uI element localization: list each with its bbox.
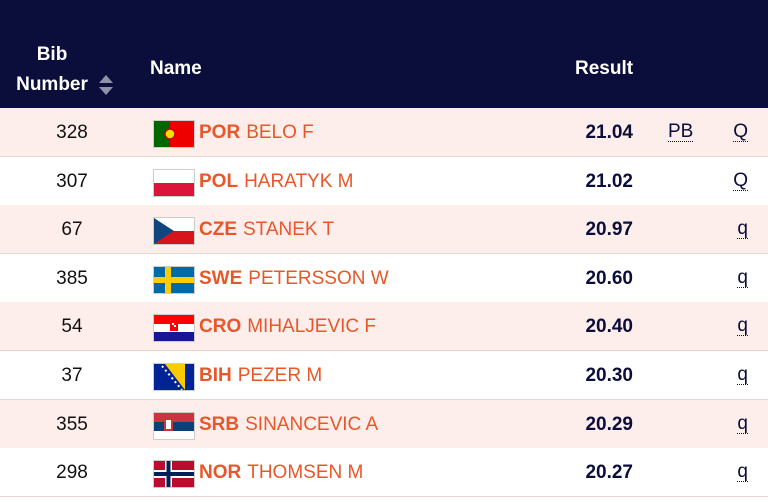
country-code[interactable]: SWE bbox=[199, 267, 243, 289]
result-mark: 20.27 bbox=[585, 462, 633, 484]
pb-badge: PB bbox=[668, 121, 694, 142]
result-row: 385 SWE PETERSSON W 20.60 q bbox=[0, 253, 768, 303]
bib-number: 328 bbox=[56, 122, 88, 143]
athlete-name[interactable]: THOMSEN M bbox=[247, 462, 364, 484]
result-row: 307 POL HARATYK M 21.02 Q bbox=[0, 156, 768, 206]
flag-part bbox=[154, 332, 194, 342]
bib-number: 298 bbox=[56, 462, 88, 484]
qualification: q bbox=[737, 412, 748, 434]
bib-number: 67 bbox=[61, 219, 83, 241]
result-mark: 20.40 bbox=[585, 316, 633, 338]
flag-part bbox=[154, 421, 194, 431]
result-row: 355 SRB SINANCEVIC A 20.29 q bbox=[0, 399, 768, 449]
country-flag bbox=[153, 314, 195, 343]
country-flag bbox=[153, 217, 195, 246]
result-row: 298 NOR THOMSEN M 20.27 q bbox=[0, 448, 768, 498]
bib-number: 54 bbox=[61, 316, 83, 338]
athlete-name[interactable]: PETERSSON W bbox=[248, 267, 389, 289]
athlete-name[interactable]: MIHALJEVIC F bbox=[247, 316, 377, 338]
athlete-name[interactable]: STANEK T bbox=[243, 219, 335, 241]
flag-part bbox=[154, 315, 194, 325]
sort-up bbox=[99, 75, 113, 83]
flag-part bbox=[174, 325, 176, 328]
flag-part bbox=[154, 412, 194, 422]
flag-part bbox=[154, 121, 170, 147]
bib-number: 385 bbox=[56, 267, 88, 289]
country-code[interactable]: CZE bbox=[199, 219, 237, 241]
athlete-name[interactable]: BELO F bbox=[246, 122, 314, 143]
country-flag bbox=[153, 120, 195, 148]
flag-part bbox=[154, 218, 174, 245]
flag-part bbox=[164, 128, 176, 140]
name-header: Name bbox=[150, 58, 202, 79]
qualification: q bbox=[737, 315, 748, 337]
country-flag bbox=[153, 265, 195, 294]
flag-part bbox=[172, 323, 174, 326]
flag-part bbox=[154, 276, 194, 283]
result-row: 67 CZE STANEK T 20.97 q bbox=[0, 205, 768, 255]
qualification: q bbox=[737, 266, 748, 288]
qualification: q bbox=[737, 218, 748, 240]
country-flag bbox=[153, 411, 195, 440]
result-header: Result bbox=[575, 58, 634, 79]
bib-number: 37 bbox=[61, 365, 83, 386]
country-flag bbox=[153, 168, 195, 197]
result-mark: 20.30 bbox=[585, 365, 633, 386]
qualification: q bbox=[737, 364, 748, 385]
sort-down bbox=[99, 87, 113, 95]
athlete-name[interactable]: HARATYK M bbox=[244, 170, 354, 192]
flag-part bbox=[154, 472, 194, 477]
bib-header[interactable]: Bib Number bbox=[16, 44, 88, 95]
country-code[interactable]: NOR bbox=[199, 462, 242, 484]
bib-number: 307 bbox=[56, 170, 88, 192]
country-code[interactable]: BIH bbox=[199, 365, 232, 386]
country-flag bbox=[153, 363, 195, 391]
qualification: Q bbox=[733, 169, 748, 191]
flag-part bbox=[154, 182, 194, 196]
qualification: Q bbox=[733, 121, 748, 142]
bib-number: 355 bbox=[56, 413, 88, 435]
result-row: 54 CRO MIHALJEVIC F 20.40 q bbox=[0, 302, 768, 352]
country-code[interactable]: CRO bbox=[199, 316, 242, 338]
result-row: 328 POR BELO F 21.04 PB Q bbox=[0, 108, 768, 157]
result-row: 37 BIH PEZER M 20.30 q bbox=[0, 351, 768, 400]
country-flag bbox=[153, 460, 195, 489]
result-mark: 20.97 bbox=[585, 219, 633, 241]
flag-part bbox=[166, 419, 171, 429]
result-mark: 21.04 bbox=[585, 122, 633, 143]
result-mark: 21.02 bbox=[585, 170, 633, 192]
flag-part bbox=[165, 364, 185, 390]
result-mark: 20.60 bbox=[585, 267, 633, 289]
country-code[interactable]: POR bbox=[199, 122, 241, 143]
sort-icon[interactable] bbox=[98, 74, 114, 96]
athlete-name[interactable]: PEZER M bbox=[237, 365, 323, 386]
table-header: Bib Number Name Result bbox=[0, 0, 768, 108]
country-code[interactable]: SRB bbox=[199, 413, 240, 435]
result-mark: 20.29 bbox=[585, 413, 633, 435]
country-code[interactable]: POL bbox=[199, 170, 239, 192]
athlete-name[interactable]: SINANCEVIC A bbox=[245, 413, 379, 435]
qualification: q bbox=[737, 461, 748, 483]
